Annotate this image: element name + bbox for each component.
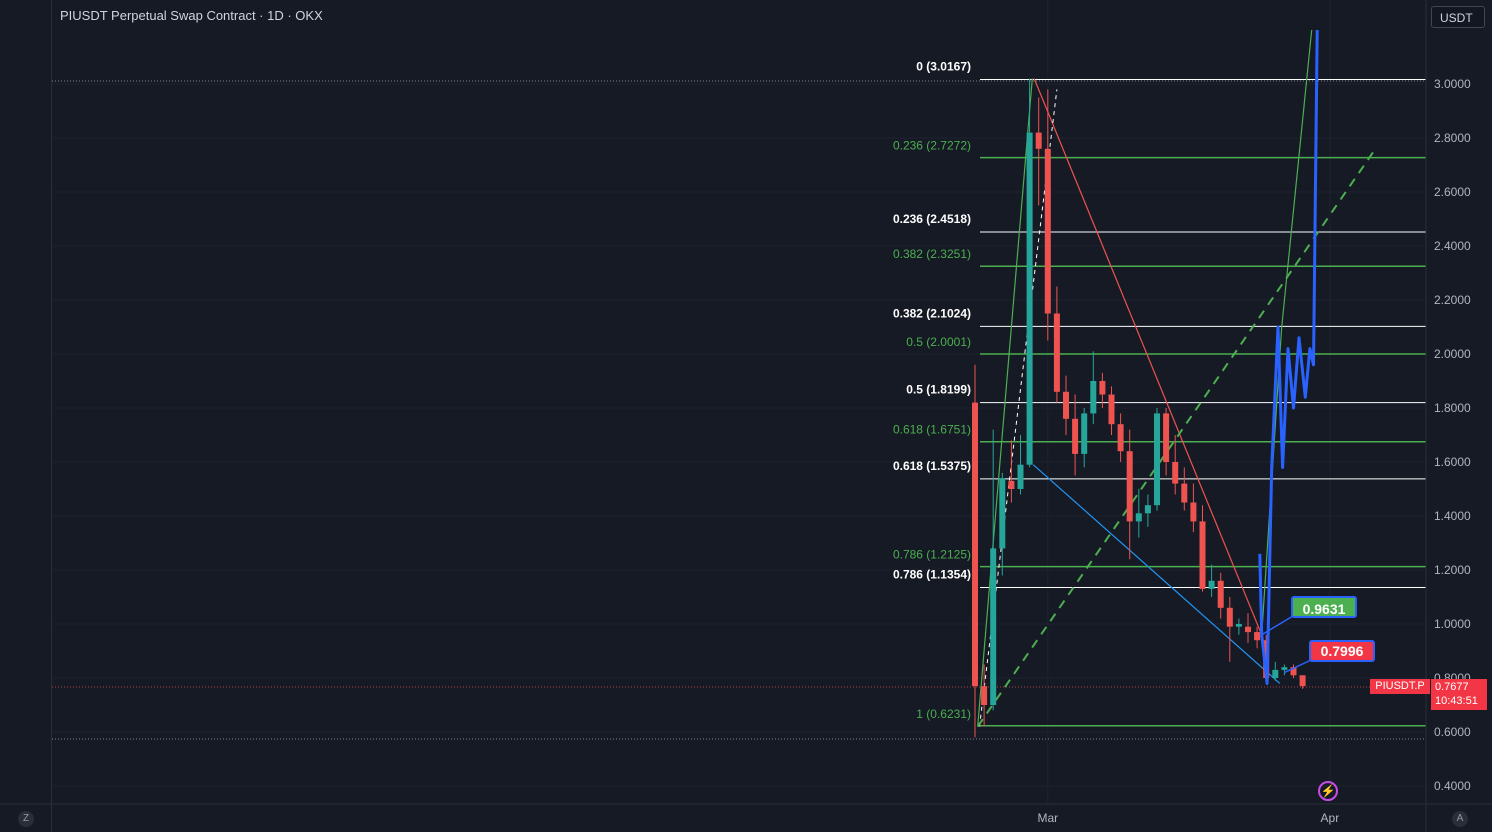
candle-bull [1272, 669, 1279, 678]
candle-bear [1254, 632, 1261, 641]
candle-bull [1017, 464, 1024, 489]
candle-bear [1072, 418, 1079, 454]
y-tick-label: 0.4000 [1434, 779, 1471, 793]
candle-bear [981, 686, 988, 705]
fib-label-white: 0.382 (2.1024) [893, 306, 971, 320]
projection-line [1258, 29, 1319, 685]
y-tick-label: 2.6000 [1434, 185, 1471, 199]
green-leg-down [977, 78, 1033, 727]
fib-label-white: 0.236 (2.4518) [893, 212, 971, 226]
red-label-pointer [1284, 659, 1312, 674]
green-dashed [976, 150, 1375, 728]
candle-bull [1235, 624, 1242, 627]
y-tick-label: 1.4000 [1434, 509, 1471, 523]
candle-bear [1163, 413, 1170, 462]
symbol-tag: PIUSDT.P [1370, 679, 1430, 694]
candle-bull [1154, 413, 1160, 506]
chart-title: PIUSDT Perpetual Swap Contract · 1D · OK… [60, 8, 323, 23]
green-label-pointer [1261, 615, 1294, 636]
candle-bear [1053, 313, 1060, 392]
y-tick-label: 2.0000 [1434, 347, 1471, 361]
candle-bear [1035, 132, 1042, 149]
candles [972, 78, 1306, 738]
green-up-leg [1261, 29, 1313, 635]
candle-bear [1117, 424, 1124, 452]
z-button[interactable]: Z [18, 811, 34, 827]
candle-bear [972, 402, 978, 687]
bar-countdown: 10:43:51 [1435, 695, 1478, 707]
y-tick-label: 2.4000 [1434, 239, 1471, 253]
candle-bear [1199, 521, 1206, 589]
candle-bull [990, 548, 997, 705]
last-price: 0.7677 [1435, 681, 1469, 693]
candle-bull [999, 478, 1006, 549]
candle-bull [1081, 413, 1088, 454]
candle-bull [1135, 513, 1142, 522]
candle-bear [1217, 580, 1224, 608]
fib-label-white: 0.5 (1.8199) [906, 383, 971, 397]
candle-bear [1290, 667, 1297, 676]
auto-scale-button[interactable]: A [1452, 811, 1468, 827]
fib-label-white: 0 (3.0167) [916, 59, 971, 73]
candle-bear [1126, 451, 1133, 522]
candle-bull [1026, 132, 1033, 465]
candle-bear [1108, 394, 1115, 425]
candle-bear [1063, 391, 1069, 419]
fib-label-white: 0.618 (1.5375) [893, 459, 971, 473]
fib-label-green: 0.382 (2.3251) [893, 247, 971, 261]
candle-bear [1226, 607, 1233, 627]
candle-bear [1044, 148, 1051, 314]
red-price-label[interactable]: 0.7996 [1309, 640, 1375, 662]
lightning-icon[interactable]: ⚡ [1318, 781, 1338, 801]
left-toolbar [0, 0, 52, 832]
price-box: 0.7677 10:43:51 [1431, 679, 1487, 710]
y-tick-label: 3.0000 [1434, 77, 1471, 91]
fib-label-green: 1 (0.6231) [916, 707, 971, 721]
fib-label-green: 0.5 (2.0001) [906, 335, 971, 349]
candle-bear [1245, 626, 1251, 633]
y-tick-label: 2.8000 [1434, 131, 1471, 145]
x-tick-label: Apr [1321, 811, 1340, 825]
candle-bear [1299, 675, 1306, 687]
fib-label-white: 0.786 (1.1354) [893, 567, 971, 581]
fib-label-green: 0.618 (1.6751) [893, 423, 971, 437]
fib-levels: 0.236 (2.7272) 0.382 (2.3251) 0.5 (2.0001)… [893, 59, 1426, 727]
red-trendline [1033, 78, 1263, 636]
candle-bull [1208, 580, 1215, 589]
reference-dotted-lines [52, 80, 1426, 740]
candle-bull [1090, 381, 1097, 414]
candle-bear [1172, 462, 1179, 484]
y-tick-label: 1.8000 [1434, 401, 1471, 415]
fib-label-green: 0.236 (2.7272) [893, 139, 971, 153]
candle-bull [1281, 667, 1288, 670]
currency-selector[interactable]: USDT [1431, 6, 1485, 28]
y-tick-label: 0.6000 [1434, 725, 1471, 739]
last-price-tag: PIUSDT.P 0.7677 10:43:51 [1370, 679, 1487, 710]
candle-bull [1144, 505, 1151, 514]
x-tick-label: Mar [1037, 811, 1058, 825]
grid [52, 0, 1426, 804]
y-tick-label: 1.2000 [1434, 563, 1471, 577]
y-tick-label: 2.2000 [1434, 293, 1471, 307]
candle-bear [1099, 381, 1106, 395]
projection-path [1258, 29, 1319, 685]
candle-bear [1008, 480, 1015, 489]
y-tick-label: 1.6000 [1434, 455, 1471, 469]
candle-bear [1181, 483, 1188, 503]
fib-label-green: 0.786 (1.2125) [893, 548, 971, 562]
blue-trendline [1032, 464, 1281, 684]
green-price-label[interactable]: 0.9631 [1291, 596, 1357, 618]
candle-bear [1190, 502, 1197, 522]
y-tick-label: 1.0000 [1434, 617, 1471, 631]
